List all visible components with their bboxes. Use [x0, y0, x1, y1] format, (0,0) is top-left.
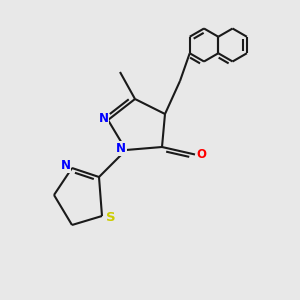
- Text: S: S: [106, 211, 116, 224]
- Text: N: N: [60, 159, 70, 172]
- Text: N: N: [116, 142, 126, 155]
- Text: O: O: [196, 148, 207, 161]
- Text: N: N: [98, 112, 109, 125]
